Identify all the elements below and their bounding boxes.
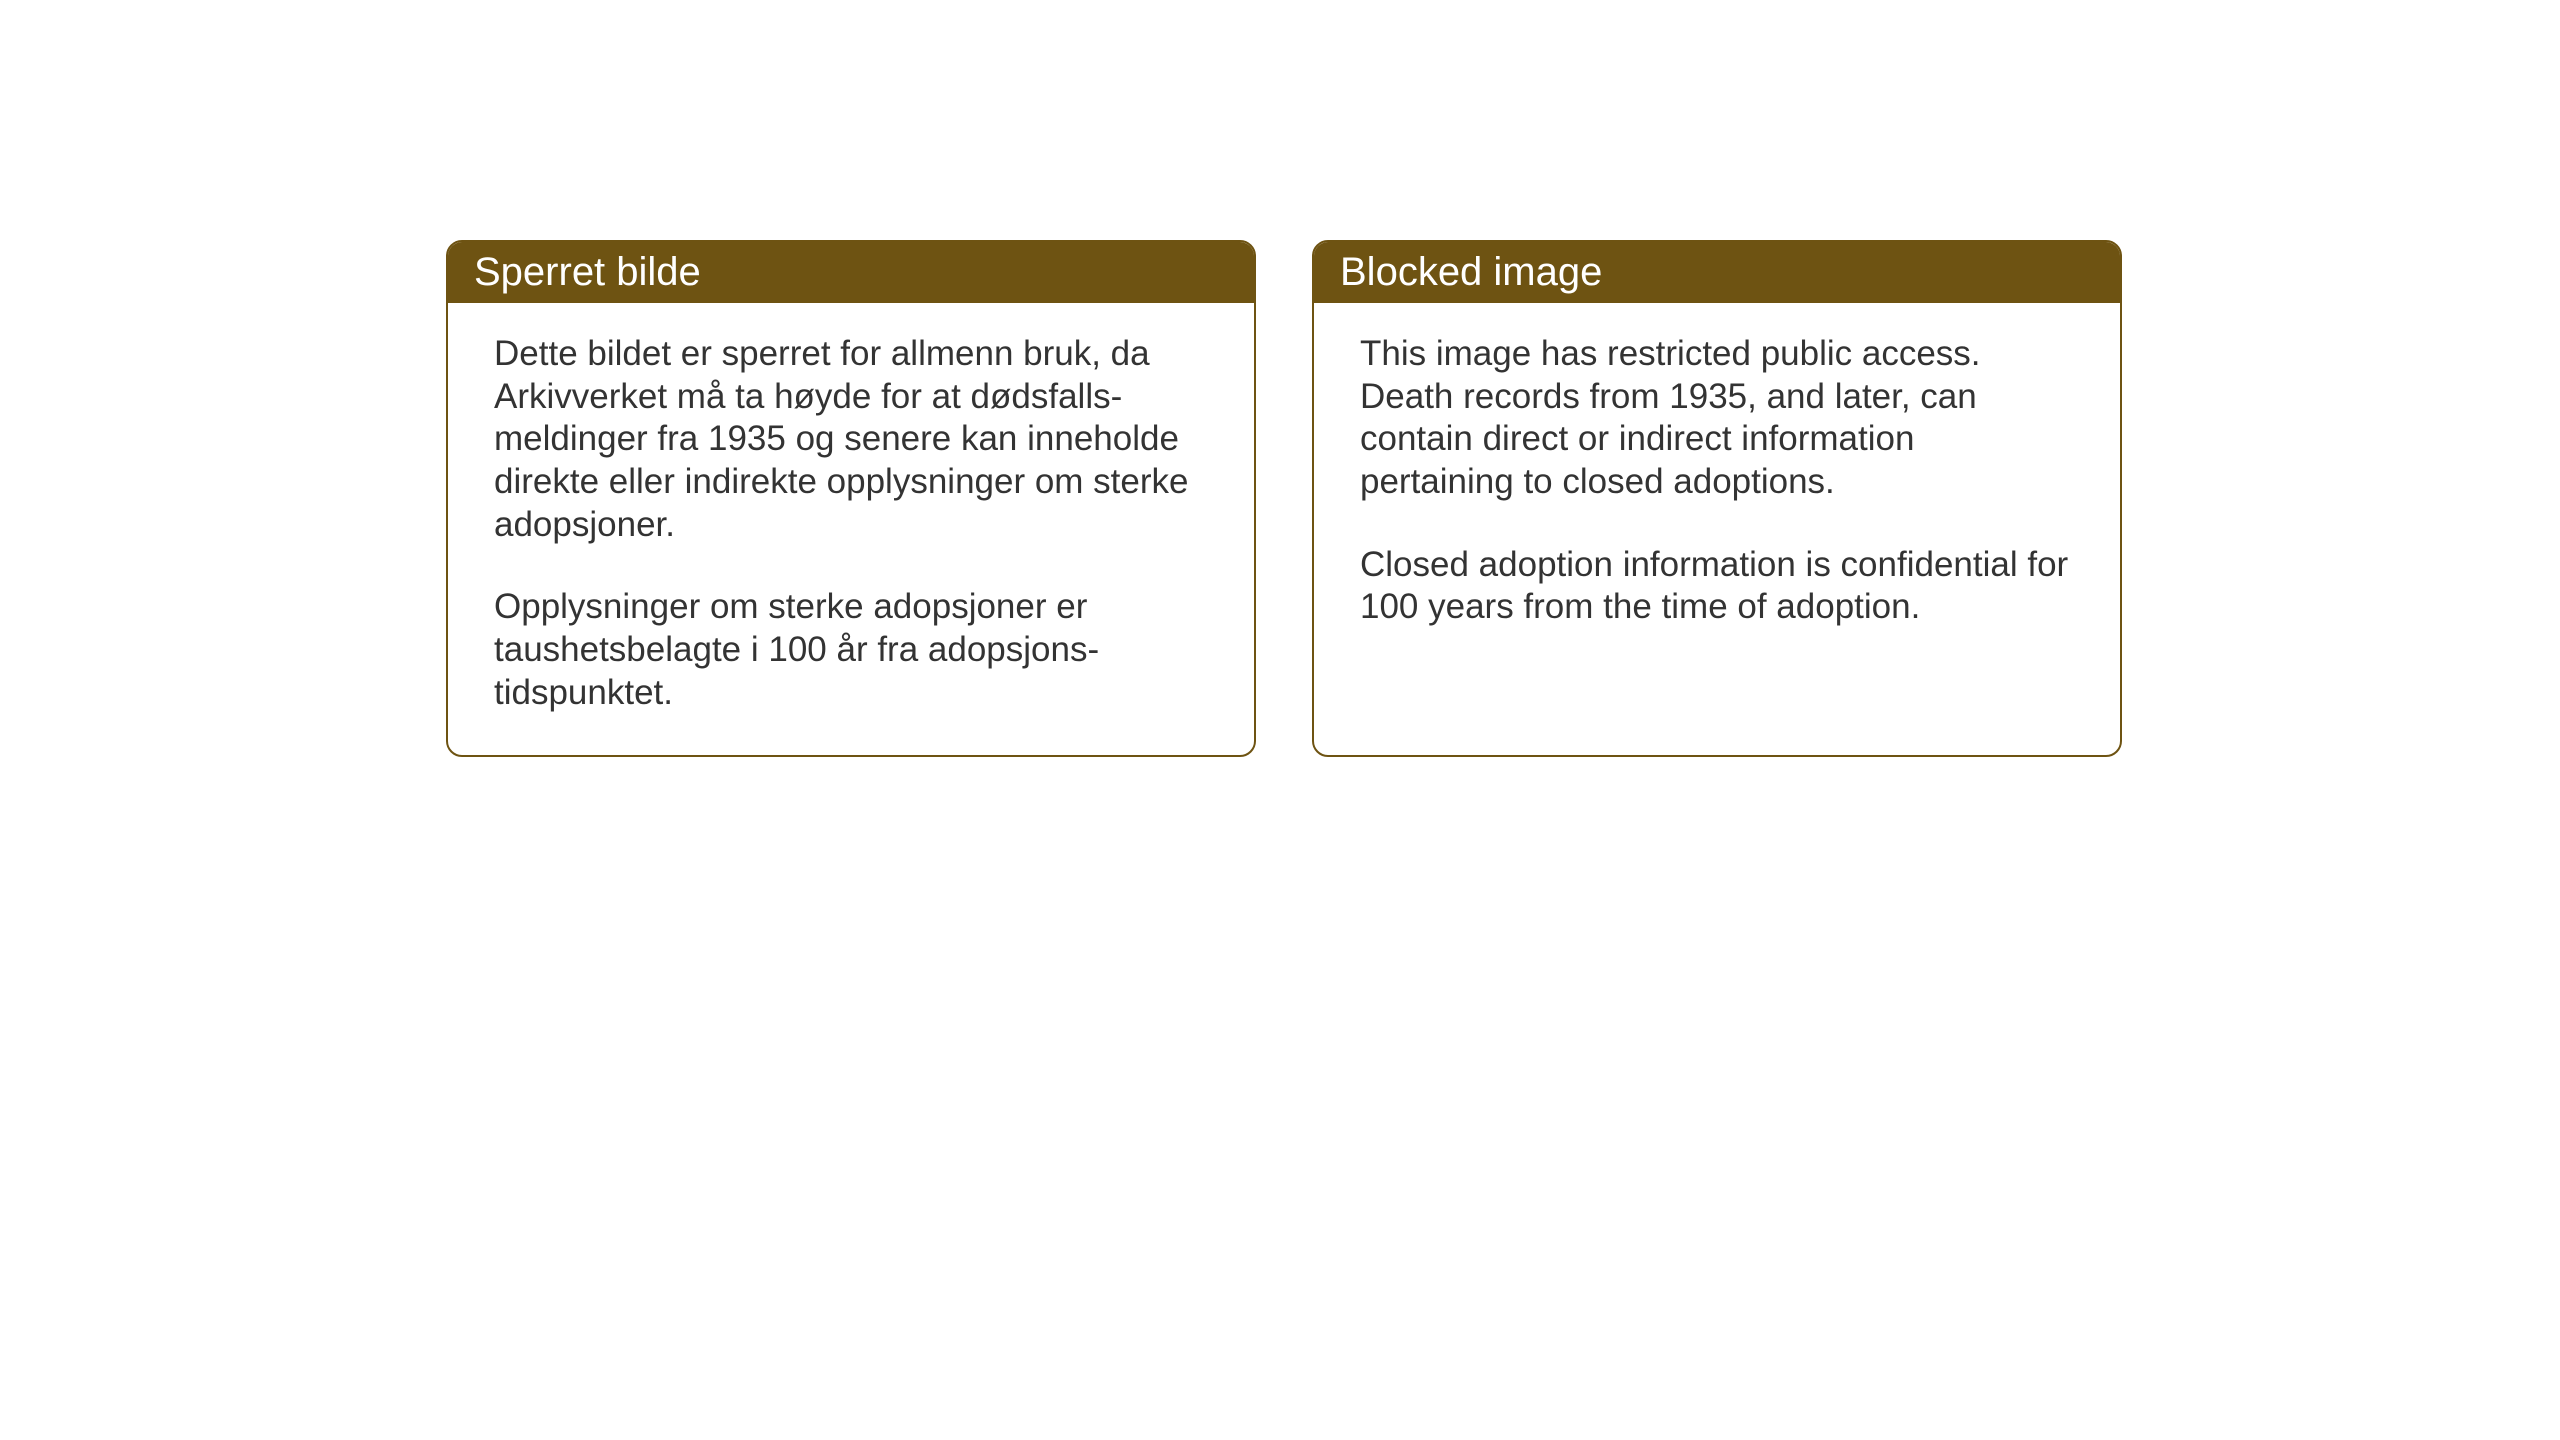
notice-box-norwegian: Sperret bilde Dette bildet er sperret fo…	[446, 240, 1256, 757]
notice-paragraph: Closed adoption information is confident…	[1360, 544, 2074, 629]
notice-paragraph: This image has restricted public access.…	[1360, 333, 2074, 504]
notice-header-norwegian: Sperret bilde	[448, 242, 1254, 303]
notice-header-english: Blocked image	[1314, 242, 2120, 303]
notice-body-norwegian: Dette bildet er sperret for allmenn bruk…	[448, 303, 1254, 755]
notice-body-english: This image has restricted public access.…	[1314, 303, 2120, 669]
notice-container: Sperret bilde Dette bildet er sperret fo…	[446, 240, 2122, 757]
notice-box-english: Blocked image This image has restricted …	[1312, 240, 2122, 757]
notice-paragraph: Dette bildet er sperret for allmenn bruk…	[494, 333, 1208, 546]
notice-paragraph: Opplysninger om sterke adopsjoner er tau…	[494, 586, 1208, 714]
